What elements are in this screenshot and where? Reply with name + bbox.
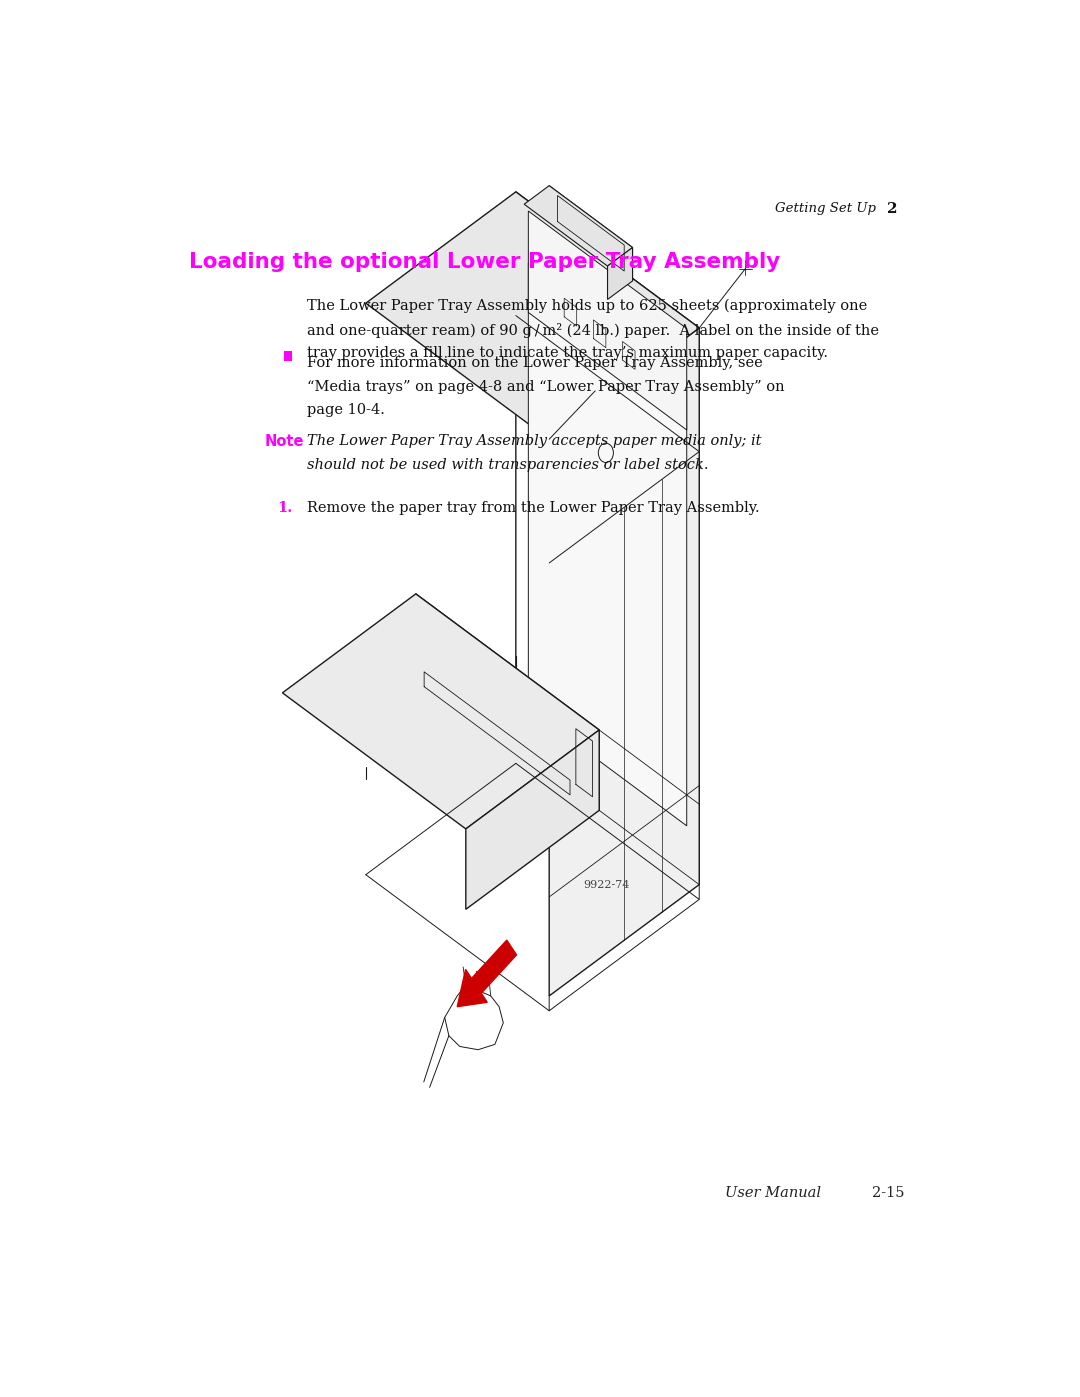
Text: 2-15: 2-15: [872, 1186, 904, 1200]
Polygon shape: [528, 263, 687, 826]
Text: and one-quarter ream) of 90 g / m² (24 lb.) paper.  A label on the inside of the: and one-quarter ream) of 90 g / m² (24 l…: [307, 323, 879, 338]
Polygon shape: [524, 186, 633, 265]
Polygon shape: [528, 211, 687, 430]
Polygon shape: [465, 731, 599, 909]
Polygon shape: [608, 247, 633, 299]
Text: should not be used with transparencies or label stock.: should not be used with transparencies o…: [307, 458, 708, 472]
Polygon shape: [283, 594, 599, 828]
Polygon shape: [549, 186, 633, 281]
Polygon shape: [516, 191, 699, 884]
Text: The Lower Paper Tray Assembly accepts paper media only; it: The Lower Paper Tray Assembly accepts pa…: [307, 434, 761, 448]
Text: The Lower Paper Tray Assembly holds up to 625 sheets (approximately one: The Lower Paper Tray Assembly holds up t…: [307, 299, 867, 313]
Polygon shape: [416, 594, 599, 810]
Polygon shape: [366, 191, 699, 439]
Text: 2: 2: [887, 203, 897, 217]
Text: Remove the paper tray from the Lower Paper Tray Assembly.: Remove the paper tray from the Lower Pap…: [307, 502, 759, 515]
Text: tray provides a fill line to indicate the tray’s maximum paper capacity.: tray provides a fill line to indicate th…: [307, 346, 827, 360]
FancyArrow shape: [457, 940, 516, 1007]
Bar: [284, 351, 292, 360]
Text: Note: Note: [265, 434, 305, 450]
Text: 9922-74: 9922-74: [583, 880, 630, 890]
Polygon shape: [445, 985, 503, 1049]
Text: User Manual: User Manual: [725, 1186, 821, 1200]
Polygon shape: [549, 328, 699, 996]
Text: Getting Set Up: Getting Set Up: [774, 203, 876, 215]
Text: 1.: 1.: [278, 502, 293, 515]
Text: page 10-4.: page 10-4.: [307, 404, 384, 418]
Text: For more information on the Lower Paper Tray Assembly, see: For more information on the Lower Paper …: [307, 356, 762, 370]
Text: Loading the optional Lower Paper Tray Assembly: Loading the optional Lower Paper Tray As…: [189, 251, 781, 271]
Text: “Media trays” on page 4-8 and “Lower Paper Tray Assembly” on: “Media trays” on page 4-8 and “Lower Pap…: [307, 380, 784, 394]
